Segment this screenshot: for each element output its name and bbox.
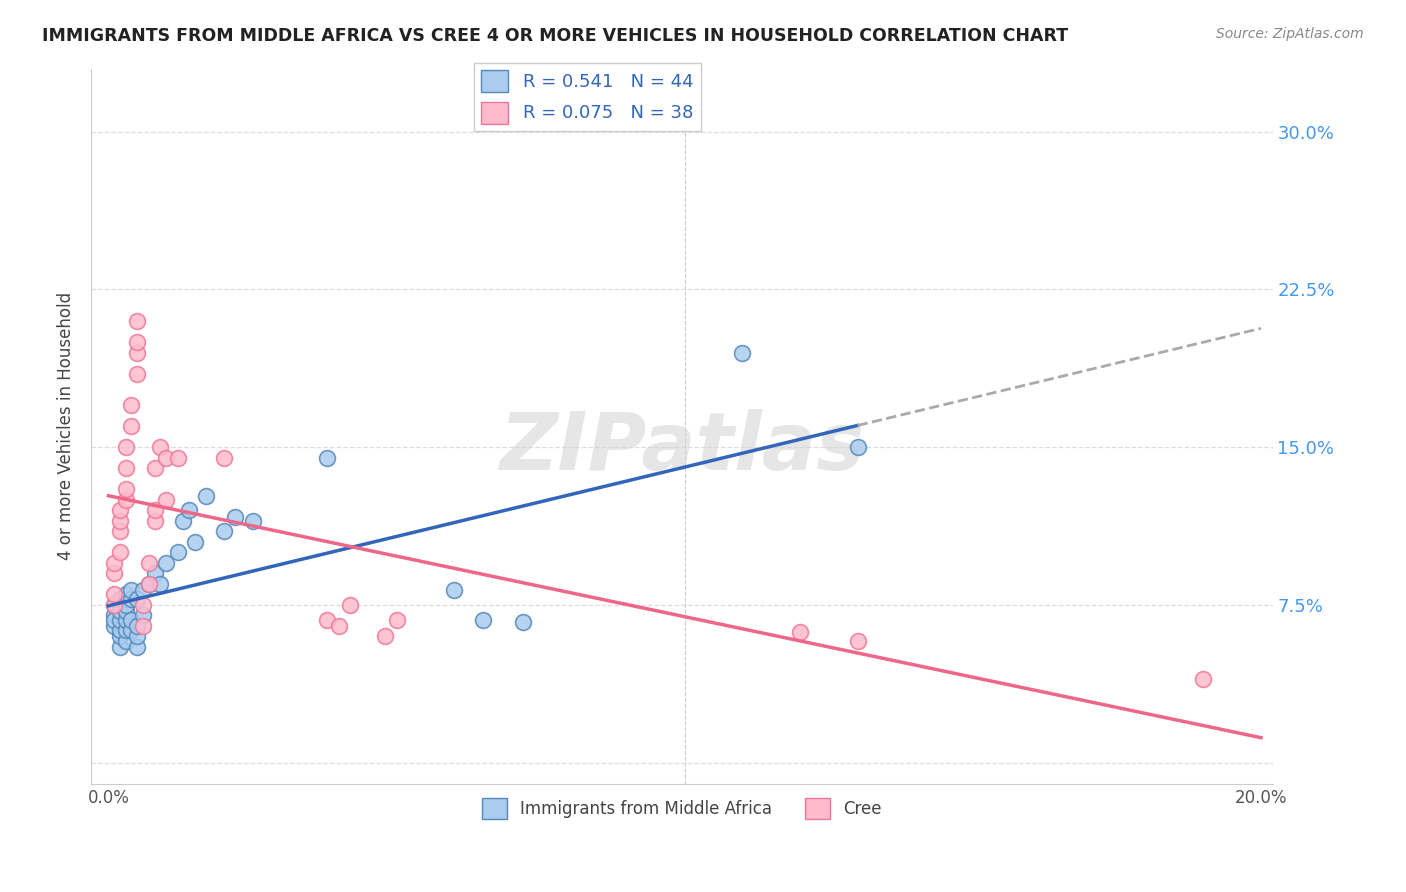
Point (108, 613, 131, 627)
Point (385, 613, 408, 627)
Point (114, 440, 136, 454)
Point (155, 556, 177, 570)
Point (103, 566, 125, 581)
Point (103, 556, 125, 570)
Point (212, 524, 235, 539)
Point (114, 623, 136, 637)
Point (108, 640, 131, 654)
Point (114, 461, 136, 475)
Point (103, 613, 125, 627)
Point (242, 514, 264, 528)
Point (149, 577, 172, 591)
Point (846, 633, 869, 648)
Point (121, 419, 143, 434)
Point (166, 545, 188, 559)
Point (143, 566, 166, 581)
Point (224, 509, 246, 524)
Point (184, 534, 207, 549)
Point (143, 503, 166, 517)
Point (155, 450, 177, 465)
Point (149, 440, 172, 454)
Point (138, 577, 160, 591)
Point (328, 619, 350, 633)
Point (108, 604, 131, 618)
Point (114, 604, 136, 618)
Point (132, 608, 155, 623)
Point (103, 598, 125, 612)
Point (143, 461, 166, 475)
Point (121, 591, 143, 606)
Point (789, 625, 811, 640)
Point (108, 630, 131, 644)
Point (121, 583, 143, 598)
Point (108, 623, 131, 637)
Point (108, 591, 131, 606)
Point (127, 367, 149, 381)
Point (103, 587, 125, 601)
Point (316, 450, 339, 465)
Point (132, 619, 155, 633)
Point (166, 450, 188, 465)
Point (155, 492, 177, 507)
Point (114, 633, 136, 648)
Text: ZIPatlas: ZIPatlas (499, 409, 865, 486)
Point (127, 334, 149, 349)
Point (1192, 672, 1215, 686)
Point (472, 613, 495, 627)
Point (127, 630, 149, 644)
Point (127, 640, 149, 654)
Point (138, 577, 160, 591)
Point (103, 619, 125, 633)
Point (121, 623, 143, 637)
Point (138, 556, 160, 570)
Point (127, 314, 149, 328)
Point (108, 503, 131, 517)
Point (114, 492, 136, 507)
Point (108, 524, 131, 539)
Point (114, 587, 136, 601)
Point (127, 619, 149, 633)
Point (172, 514, 194, 528)
Point (512, 615, 534, 629)
Point (731, 345, 754, 359)
Point (114, 482, 136, 496)
Point (339, 598, 361, 612)
Point (108, 514, 131, 528)
Legend: Immigrants from Middle Africa, Cree: Immigrants from Middle Africa, Cree (475, 792, 889, 825)
Point (132, 598, 155, 612)
Point (212, 450, 235, 465)
Y-axis label: 4 or more Vehicles in Household: 4 or more Vehicles in Household (58, 292, 75, 560)
Point (108, 545, 131, 559)
Point (121, 398, 143, 412)
Point (127, 591, 149, 606)
Point (121, 613, 143, 627)
Point (316, 613, 339, 627)
Point (443, 583, 465, 598)
Point (103, 598, 125, 612)
Point (846, 440, 869, 454)
Point (114, 598, 136, 612)
Text: Source: ZipAtlas.com: Source: ZipAtlas.com (1216, 27, 1364, 41)
Point (195, 489, 218, 503)
Point (143, 514, 166, 528)
Point (179, 503, 201, 517)
Point (127, 345, 149, 359)
Point (374, 630, 396, 644)
Point (114, 613, 136, 627)
Point (132, 583, 155, 598)
Point (103, 608, 125, 623)
Text: IMMIGRANTS FROM MIDDLE AFRICA VS CREE 4 OR MORE VEHICLES IN HOUSEHOLD CORRELATIO: IMMIGRANTS FROM MIDDLE AFRICA VS CREE 4 … (42, 27, 1069, 45)
